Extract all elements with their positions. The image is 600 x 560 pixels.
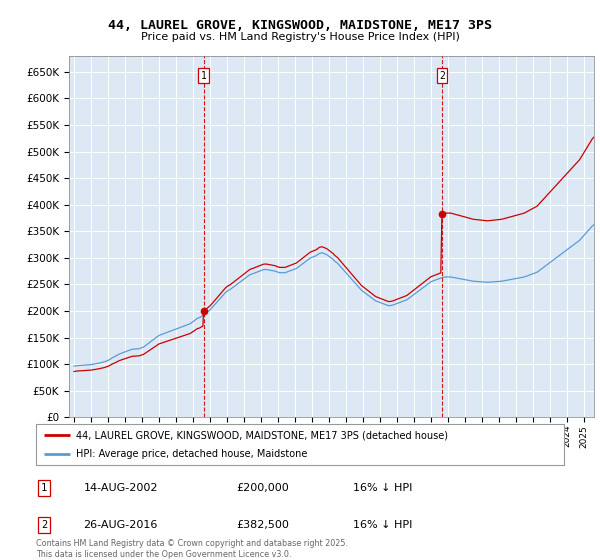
FancyBboxPatch shape (36, 424, 564, 465)
Text: £200,000: £200,000 (236, 483, 289, 493)
Text: HPI: Average price, detached house, Maidstone: HPI: Average price, detached house, Maid… (76, 449, 307, 459)
Text: £382,500: £382,500 (236, 520, 290, 530)
Text: 26-AUG-2016: 26-AUG-2016 (83, 520, 158, 530)
Text: 16% ↓ HPI: 16% ↓ HPI (353, 520, 412, 530)
Text: Contains HM Land Registry data © Crown copyright and database right 2025.
This d: Contains HM Land Registry data © Crown c… (36, 539, 348, 559)
Text: 44, LAUREL GROVE, KINGSWOOD, MAIDSTONE, ME17 3PS: 44, LAUREL GROVE, KINGSWOOD, MAIDSTONE, … (108, 19, 492, 32)
Text: 1: 1 (200, 71, 206, 81)
Text: 2: 2 (41, 520, 47, 530)
Text: 44, LAUREL GROVE, KINGSWOOD, MAIDSTONE, ME17 3PS (detached house): 44, LAUREL GROVE, KINGSWOOD, MAIDSTONE, … (76, 431, 448, 440)
Text: 16% ↓ HPI: 16% ↓ HPI (353, 483, 412, 493)
Text: 1: 1 (41, 483, 47, 493)
Text: 14-AUG-2002: 14-AUG-2002 (83, 483, 158, 493)
Text: 2: 2 (439, 71, 445, 81)
Text: Price paid vs. HM Land Registry's House Price Index (HPI): Price paid vs. HM Land Registry's House … (140, 32, 460, 42)
